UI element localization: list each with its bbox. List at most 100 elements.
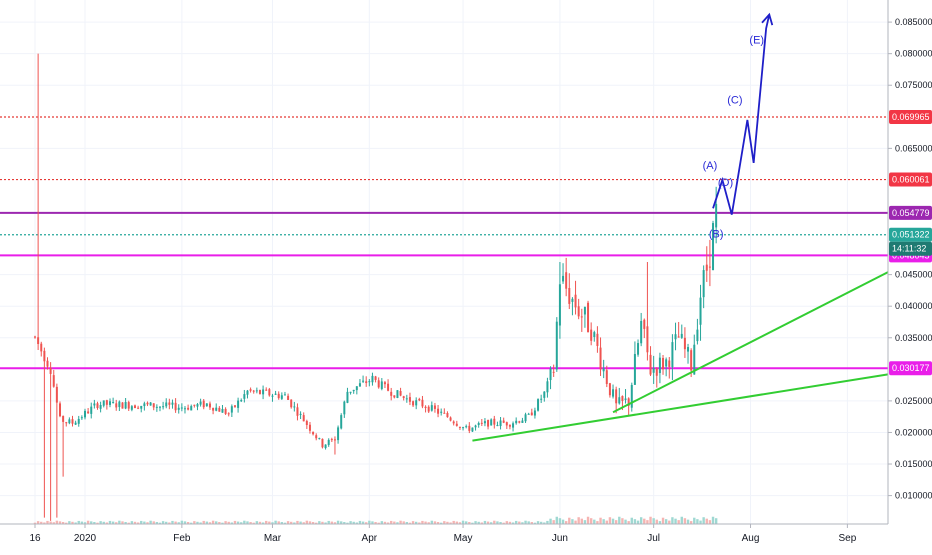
candle-body xyxy=(490,419,493,426)
candle-body xyxy=(437,408,440,414)
volume-bar xyxy=(340,521,343,524)
candle-body xyxy=(696,329,699,342)
volume-bar xyxy=(183,521,187,524)
candle-body xyxy=(193,404,196,406)
candle-body xyxy=(65,422,68,424)
candle-body xyxy=(440,411,443,413)
volume-bar xyxy=(49,521,52,524)
volume-bar xyxy=(586,516,590,524)
volume-bar xyxy=(614,520,618,524)
volume-bar xyxy=(80,521,84,524)
volume-bar xyxy=(518,521,521,524)
volume-bar xyxy=(286,521,290,524)
volume-bar xyxy=(161,521,165,524)
candle-body xyxy=(552,371,555,373)
candle-body xyxy=(277,393,280,399)
volume-bar xyxy=(593,519,596,524)
candle-body xyxy=(137,407,140,409)
candle-body xyxy=(618,397,621,404)
time-tick-label: Jun xyxy=(552,533,568,544)
volume-bar xyxy=(427,522,430,524)
volume-bar xyxy=(99,521,102,524)
candle-body xyxy=(390,391,393,396)
volume-bar xyxy=(393,521,396,524)
candle-body xyxy=(693,344,696,375)
volume-bar xyxy=(474,521,477,524)
volume-bar xyxy=(577,517,580,524)
candle-body xyxy=(430,405,433,411)
candle-body xyxy=(452,421,455,424)
volume-bar xyxy=(480,522,484,524)
volume-bar xyxy=(683,518,687,524)
volume-bars xyxy=(33,516,718,524)
volume-bar xyxy=(552,520,555,524)
candle-body xyxy=(699,297,702,325)
candle-body xyxy=(165,402,168,407)
candle-body xyxy=(183,408,186,410)
price-tick-label: 0.025000 xyxy=(895,396,932,406)
volume-bar xyxy=(249,522,252,524)
volume-bar xyxy=(146,522,149,524)
candle-body xyxy=(368,381,371,383)
volume-bar xyxy=(580,518,583,524)
candle-body xyxy=(446,413,449,418)
volume-bar xyxy=(158,522,162,524)
candle-body xyxy=(34,336,36,338)
candle-body xyxy=(387,383,390,391)
volume-bar xyxy=(352,521,355,524)
volume-bar xyxy=(411,521,415,524)
candle-body xyxy=(246,390,249,395)
volume-bar xyxy=(452,520,455,524)
candle-body xyxy=(427,406,430,412)
candle-body xyxy=(393,395,396,398)
candle-body xyxy=(240,400,243,402)
current-price-level-badge-label: 0.051322 xyxy=(892,230,930,240)
candle-body xyxy=(402,396,405,398)
volume-bar xyxy=(77,520,80,524)
volume-bar xyxy=(302,522,305,524)
volume-bar xyxy=(305,520,309,524)
candle-body xyxy=(565,272,568,289)
volume-bar xyxy=(124,522,127,524)
candle-body xyxy=(99,404,102,409)
candle-body xyxy=(512,423,515,428)
time-tick-label: May xyxy=(454,533,473,544)
candle-body xyxy=(643,319,646,329)
candle-body xyxy=(140,405,143,409)
volume-bar xyxy=(227,521,230,524)
candle-body xyxy=(455,423,458,426)
candle-body xyxy=(127,402,130,409)
volume-bar xyxy=(389,520,393,524)
candle-body xyxy=(83,410,86,418)
wave-label: (C) xyxy=(727,95,742,107)
volume-bar xyxy=(296,520,299,524)
candle-body xyxy=(315,435,318,439)
volume-bar xyxy=(43,522,46,524)
candle-body xyxy=(162,406,165,408)
candle-body xyxy=(274,393,277,395)
candle-body xyxy=(87,411,90,414)
volume-bar xyxy=(636,520,640,524)
candle-body xyxy=(305,420,308,426)
volume-bar xyxy=(380,521,384,524)
candle-body xyxy=(499,420,502,427)
candle-body xyxy=(149,402,152,406)
candle-body xyxy=(371,375,374,383)
wave-label: (D) xyxy=(718,177,733,189)
volume-bar xyxy=(414,521,418,524)
volume-bar xyxy=(599,517,602,524)
volume-bar xyxy=(558,518,562,524)
volume-bar xyxy=(602,519,605,524)
volume-bar xyxy=(365,522,368,524)
volume-bar xyxy=(215,521,218,524)
candle-body xyxy=(702,270,705,298)
volume-bar xyxy=(321,521,324,524)
volume-bar xyxy=(711,516,715,524)
volume-bar xyxy=(258,521,262,524)
volume-bar xyxy=(671,517,674,524)
candle-body xyxy=(477,423,480,426)
candle-body xyxy=(199,401,202,405)
candle-body xyxy=(340,415,343,429)
